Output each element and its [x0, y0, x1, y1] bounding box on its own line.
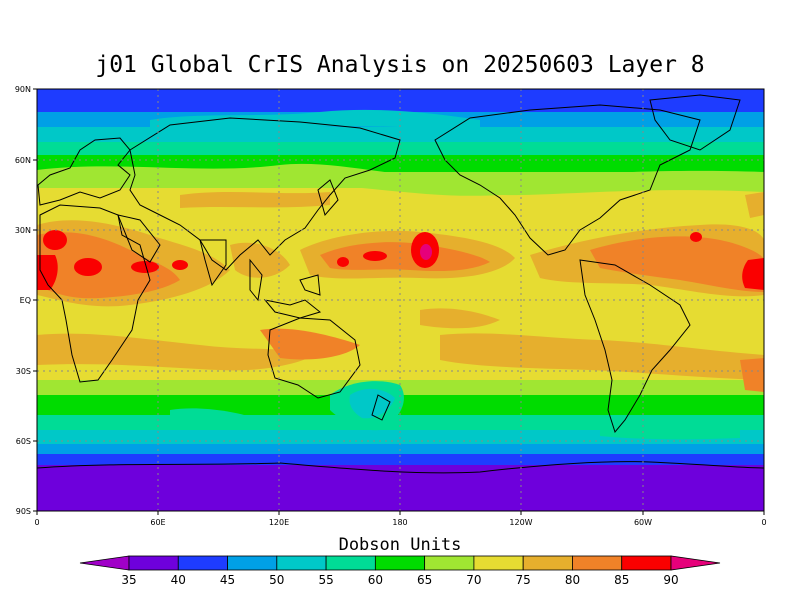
- colorbar-tick-label: 35: [121, 573, 136, 587]
- colorbar-bin: [374, 555, 426, 571]
- lat-label: 90N: [15, 85, 31, 94]
- colorbar-tick-label: 40: [171, 573, 186, 587]
- colorbar-bin: [473, 555, 524, 571]
- lat-label: 90S: [16, 507, 31, 516]
- colorbar-tick-label: 45: [220, 573, 235, 587]
- colorbar-tick-label: 50: [269, 573, 284, 587]
- lon-label: 60W: [634, 518, 652, 527]
- colorbar-bin: [572, 555, 623, 571]
- colorbar-tick-label: 75: [516, 573, 531, 587]
- lat-label: EQ: [20, 296, 31, 305]
- colorbar-bin: [522, 555, 573, 571]
- colorbar-tick-label: 60: [368, 573, 383, 587]
- colorbar-tick-label: 65: [417, 573, 432, 587]
- colorbar-tick-label: 70: [466, 573, 481, 587]
- colorbar-tick-label: 80: [565, 573, 580, 587]
- colorbar-tick-label: 55: [318, 573, 333, 587]
- lon-label: 120E: [269, 518, 289, 527]
- colorbar: 35 40 45 50 55 60 65 70 75 80 85 90: [79, 555, 721, 587]
- colorbar-bin: [424, 555, 475, 571]
- colorbar-title: Dobson Units: [338, 535, 462, 555]
- colorbar-tick-label: 90: [663, 573, 678, 587]
- lon-label: 0: [761, 518, 766, 527]
- colorbar-bin: [325, 555, 376, 571]
- lon-label: 0: [34, 518, 39, 527]
- colorbar-arrow-low: [79, 555, 130, 571]
- lon-label: 60E: [150, 518, 165, 527]
- colorbar-tick-label: 85: [614, 573, 629, 587]
- axis-ticks: [33, 88, 765, 515]
- lon-label: 120W: [509, 518, 532, 527]
- graticule: [37, 89, 764, 511]
- colorbar-bin: [227, 555, 278, 571]
- lat-label: 60S: [16, 437, 31, 446]
- colorbar-bin: [621, 555, 672, 571]
- map-title: j01 Global CrIS Analysis on 20250603 Lay…: [95, 52, 705, 78]
- colorbar-bin: [177, 555, 228, 571]
- lon-label: 180: [392, 518, 407, 527]
- colorbar-arrow-high: [670, 555, 721, 571]
- lat-label: 60N: [15, 156, 31, 165]
- lat-label: 30N: [15, 226, 31, 235]
- ozone-field: [37, 89, 764, 511]
- colorbar-bin: [128, 555, 179, 571]
- colorbar-bin: [276, 555, 327, 571]
- lat-label: 30S: [16, 367, 31, 376]
- coastlines: [37, 94, 764, 474]
